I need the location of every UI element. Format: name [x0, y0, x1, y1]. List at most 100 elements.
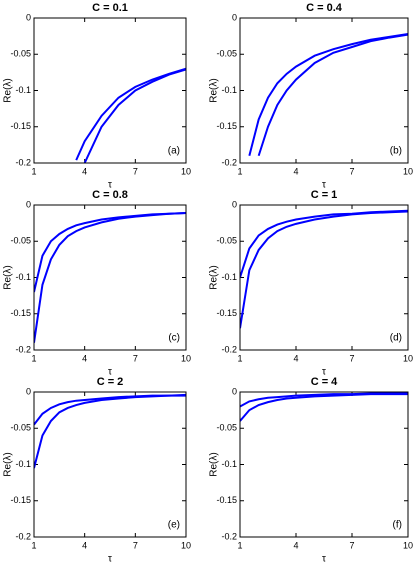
x-tick-label: 10	[181, 166, 191, 176]
y-tick-label: 0	[232, 199, 237, 209]
x-tick-label: 1	[237, 540, 242, 550]
x-axis-label: τ	[322, 367, 326, 378]
y-tick-label: -0.15	[10, 308, 31, 318]
x-tick-label: 1	[31, 540, 36, 550]
x-tick-label: 7	[133, 540, 138, 550]
x-tick-label: 1	[31, 166, 36, 176]
y-axis-label: Re(λ)	[3, 78, 14, 102]
y-tick-label: 0	[26, 199, 31, 209]
y-tick-label: -0.1	[221, 85, 237, 95]
x-tick-label: 4	[293, 540, 298, 550]
panel-title: C = 0.4	[306, 2, 343, 14]
y-tick-label: -0.15	[216, 308, 237, 318]
y-tick-label: 0	[232, 386, 237, 396]
x-tick-label: 1	[237, 166, 242, 176]
panel-title: C = 2	[97, 376, 124, 388]
curve	[34, 394, 186, 469]
curve	[34, 211, 186, 343]
y-tick-label: -0.2	[221, 344, 237, 354]
x-axis-label: τ	[108, 367, 112, 378]
y-tick-label: -0.1	[221, 459, 237, 469]
panel-label: (a)	[168, 146, 180, 157]
panel-title: C = 1	[311, 189, 338, 201]
panel-title: C = 4	[311, 376, 338, 388]
y-axis-label: Re(λ)	[3, 265, 14, 289]
axes-frame	[33, 391, 187, 538]
y-tick-label: -0.1	[15, 272, 31, 282]
x-tick-label: 4	[82, 166, 87, 176]
curve	[240, 210, 408, 329]
y-tick-label: -0.15	[10, 121, 31, 131]
axes-frame	[33, 17, 187, 164]
x-tick-label: 10	[403, 166, 413, 176]
y-tick-label: 0	[26, 12, 31, 22]
curve	[257, 33, 408, 157]
y-axis-label: Re(λ)	[209, 78, 220, 102]
x-tick-label: 7	[133, 166, 138, 176]
plot-area	[248, 32, 408, 157]
x-tick-label: 4	[82, 353, 87, 363]
axes-frame	[239, 391, 409, 538]
panel-label: (c)	[168, 333, 180, 344]
x-tick-label: 10	[403, 353, 413, 363]
x-tick-label: 7	[349, 166, 354, 176]
y-tick-label: -0.05	[216, 49, 237, 59]
curve	[248, 32, 408, 156]
x-tick-label: 7	[349, 540, 354, 550]
y-tick-label: -0.1	[15, 459, 31, 469]
plot-area	[240, 209, 408, 329]
panel-label: (f)	[393, 520, 402, 531]
y-tick-label: -0.05	[10, 423, 31, 433]
x-tick-label: 1	[31, 353, 36, 363]
plot-area	[34, 393, 186, 469]
x-tick-label: 10	[181, 540, 191, 550]
x-axis-label: τ	[108, 180, 112, 191]
axes-frame	[239, 17, 409, 164]
y-tick-label: -0.2	[15, 344, 31, 354]
x-tick-label: 7	[349, 353, 354, 363]
y-tick-label: -0.15	[10, 495, 31, 505]
panel-label: (d)	[390, 333, 402, 344]
x-tick-label: 4	[82, 540, 87, 550]
y-tick-label: -0.15	[216, 121, 237, 131]
plot-area	[34, 211, 186, 343]
curve	[34, 211, 186, 293]
curve	[83, 68, 186, 163]
y-tick-label: -0.05	[216, 423, 237, 433]
curve	[240, 393, 408, 422]
y-tick-label: 0	[232, 12, 237, 22]
panel-label: (e)	[168, 520, 180, 531]
axes-frame	[239, 204, 409, 351]
y-tick-label: -0.05	[216, 236, 237, 246]
x-axis-label: τ	[322, 180, 326, 191]
axes-frame	[33, 204, 187, 351]
x-tick-label: 10	[403, 540, 413, 550]
y-tick-label: -0.2	[221, 157, 237, 167]
y-tick-label: -0.2	[15, 157, 31, 167]
x-axis-label: τ	[108, 554, 112, 565]
y-tick-label: -0.1	[15, 85, 31, 95]
panel-label: (b)	[390, 146, 402, 157]
x-axis-label: τ	[322, 554, 326, 565]
panel-title: C = 0.1	[92, 2, 128, 14]
y-tick-label: -0.05	[10, 236, 31, 246]
y-tick-label: -0.2	[15, 531, 31, 541]
y-axis-label: Re(λ)	[209, 452, 220, 476]
plot-area	[75, 67, 186, 163]
y-tick-label: -0.1	[221, 272, 237, 282]
curve	[240, 209, 408, 278]
y-tick-label: 0	[26, 386, 31, 396]
y-tick-label: -0.2	[221, 531, 237, 541]
x-tick-label: 7	[133, 353, 138, 363]
x-tick-label: 10	[181, 353, 191, 363]
panel-title: C = 0.8	[92, 189, 128, 201]
x-tick-label: 1	[237, 353, 242, 363]
y-tick-label: -0.05	[10, 49, 31, 59]
x-tick-label: 4	[293, 353, 298, 363]
y-axis-label: Re(λ)	[209, 265, 220, 289]
x-tick-label: 4	[293, 166, 298, 176]
y-axis-label: Re(λ)	[3, 452, 14, 476]
plot-area	[240, 392, 408, 422]
